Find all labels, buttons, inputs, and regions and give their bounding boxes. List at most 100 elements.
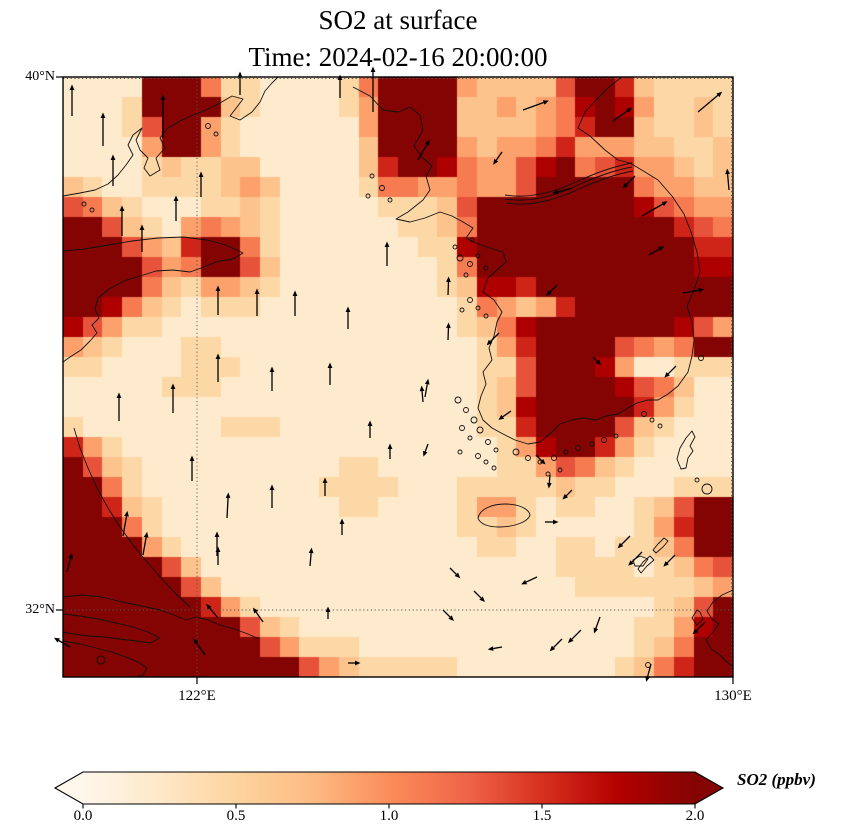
wind-arrow-head [446,322,451,329]
wind-arrow-head [198,171,204,177]
wind-arrow-shaft [142,537,147,556]
wind-arrow-head [716,91,723,98]
wind-arrow-shaft [442,609,451,618]
wind-arrow-head [225,492,231,499]
wind-arrow-shaft [696,621,706,631]
colorbar-tick-0: 0.0 [73,808,93,824]
wind-arrow-head [143,531,149,538]
island [365,193,371,199]
colorbar-tick-10: 1.0 [379,808,399,824]
wind-arrow-head [549,645,556,652]
wind-arrow-head [622,182,629,189]
wind-arrow-head [189,455,195,461]
island [96,655,106,665]
wind-arrow-head [124,510,129,517]
coastline [676,430,696,470]
island [475,305,481,311]
wind-arrow-head [370,66,376,72]
island [470,416,478,424]
wind-arrow-shaft [424,384,428,398]
wind-arrow-head [424,139,430,146]
wind-arrow-shaft [525,576,538,583]
wind-arrow-head [539,458,546,465]
wind-arrow-head [553,519,559,525]
wind-arrow-head [487,646,494,651]
island [467,261,473,267]
wind-arrow-head [419,385,425,392]
wind-arrow-shaft [417,144,428,161]
island [467,435,473,441]
island [463,272,469,278]
wind-arrow-shaft [612,110,629,122]
wind-arrow-head [215,546,221,552]
wind-arrow-head [69,84,75,90]
coastline [506,170,634,205]
lat-tick-label-32n: 32°N [25,602,55,617]
wind-arrow-shaft [697,94,719,113]
wind-arrow-head [237,71,243,77]
island [649,417,655,423]
coastline [652,537,669,554]
island [469,237,475,243]
wind-arrow-head [546,482,552,489]
coastline [705,589,734,668]
wind-arrow-shaft [592,356,598,362]
wind-arrow-head [254,288,260,294]
wind-arrow-head [173,195,179,201]
wind-arrow-shaft [495,151,503,161]
wind-arrow-head [355,660,361,666]
wind-arrow-shaft [122,516,128,537]
island [483,265,489,271]
coastline [62,76,279,197]
island [551,455,557,461]
wind-arrow-shaft [621,535,631,545]
wind-arrow-shaft [626,175,636,185]
island [483,459,489,465]
wind-arrow-head [206,603,212,610]
wind-arrow-shaft [682,289,699,294]
island [557,467,563,473]
wind-arrow-shaft [648,248,660,256]
island [698,355,704,361]
wind-arrow-head [542,100,549,105]
wind-arrow-head [68,553,73,560]
wind-arrow-head [100,112,106,118]
wind-arrow-head [269,484,275,490]
wind-arrow-head [193,638,199,645]
island [475,453,481,459]
wind-arrow-shaft [666,554,676,564]
wind-arrow-head [269,366,275,372]
colorbar-tick-05: 0.5 [226,808,246,824]
wind-arrow-shaft [209,607,219,619]
colorbar-tick-15: 1.5 [532,808,552,824]
island [456,254,464,262]
wind-arrow-head [552,189,559,195]
island [387,197,393,203]
wind-arrow-head [339,518,345,524]
island [459,307,465,313]
wind-arrow-head [327,362,333,368]
wind-arrow-head [292,290,298,296]
wind-arrow-shaft [535,454,543,462]
wind-arrow-head [214,531,220,537]
island [701,483,713,495]
wind-arrow-shaft [548,474,551,484]
lat-tick-label-40n: 40°N [25,69,55,84]
wind-arrow-shaft [565,489,573,497]
wind-arrow-shaft [421,390,424,403]
wind-arrow-head [663,561,669,567]
island [81,201,87,207]
wind-arrow-shaft [195,642,206,656]
island [475,253,481,259]
island [213,131,219,137]
lon-tick-label-122e: 122°E [178,688,216,704]
island [379,185,385,191]
colorbar [53,771,725,805]
wind-arrow-shaft [667,365,677,375]
wind-arrow-head [454,572,461,579]
island [563,449,569,455]
wind-arrow-shaft [58,639,71,648]
island [89,207,95,213]
coastline [477,503,531,528]
island [457,449,463,455]
